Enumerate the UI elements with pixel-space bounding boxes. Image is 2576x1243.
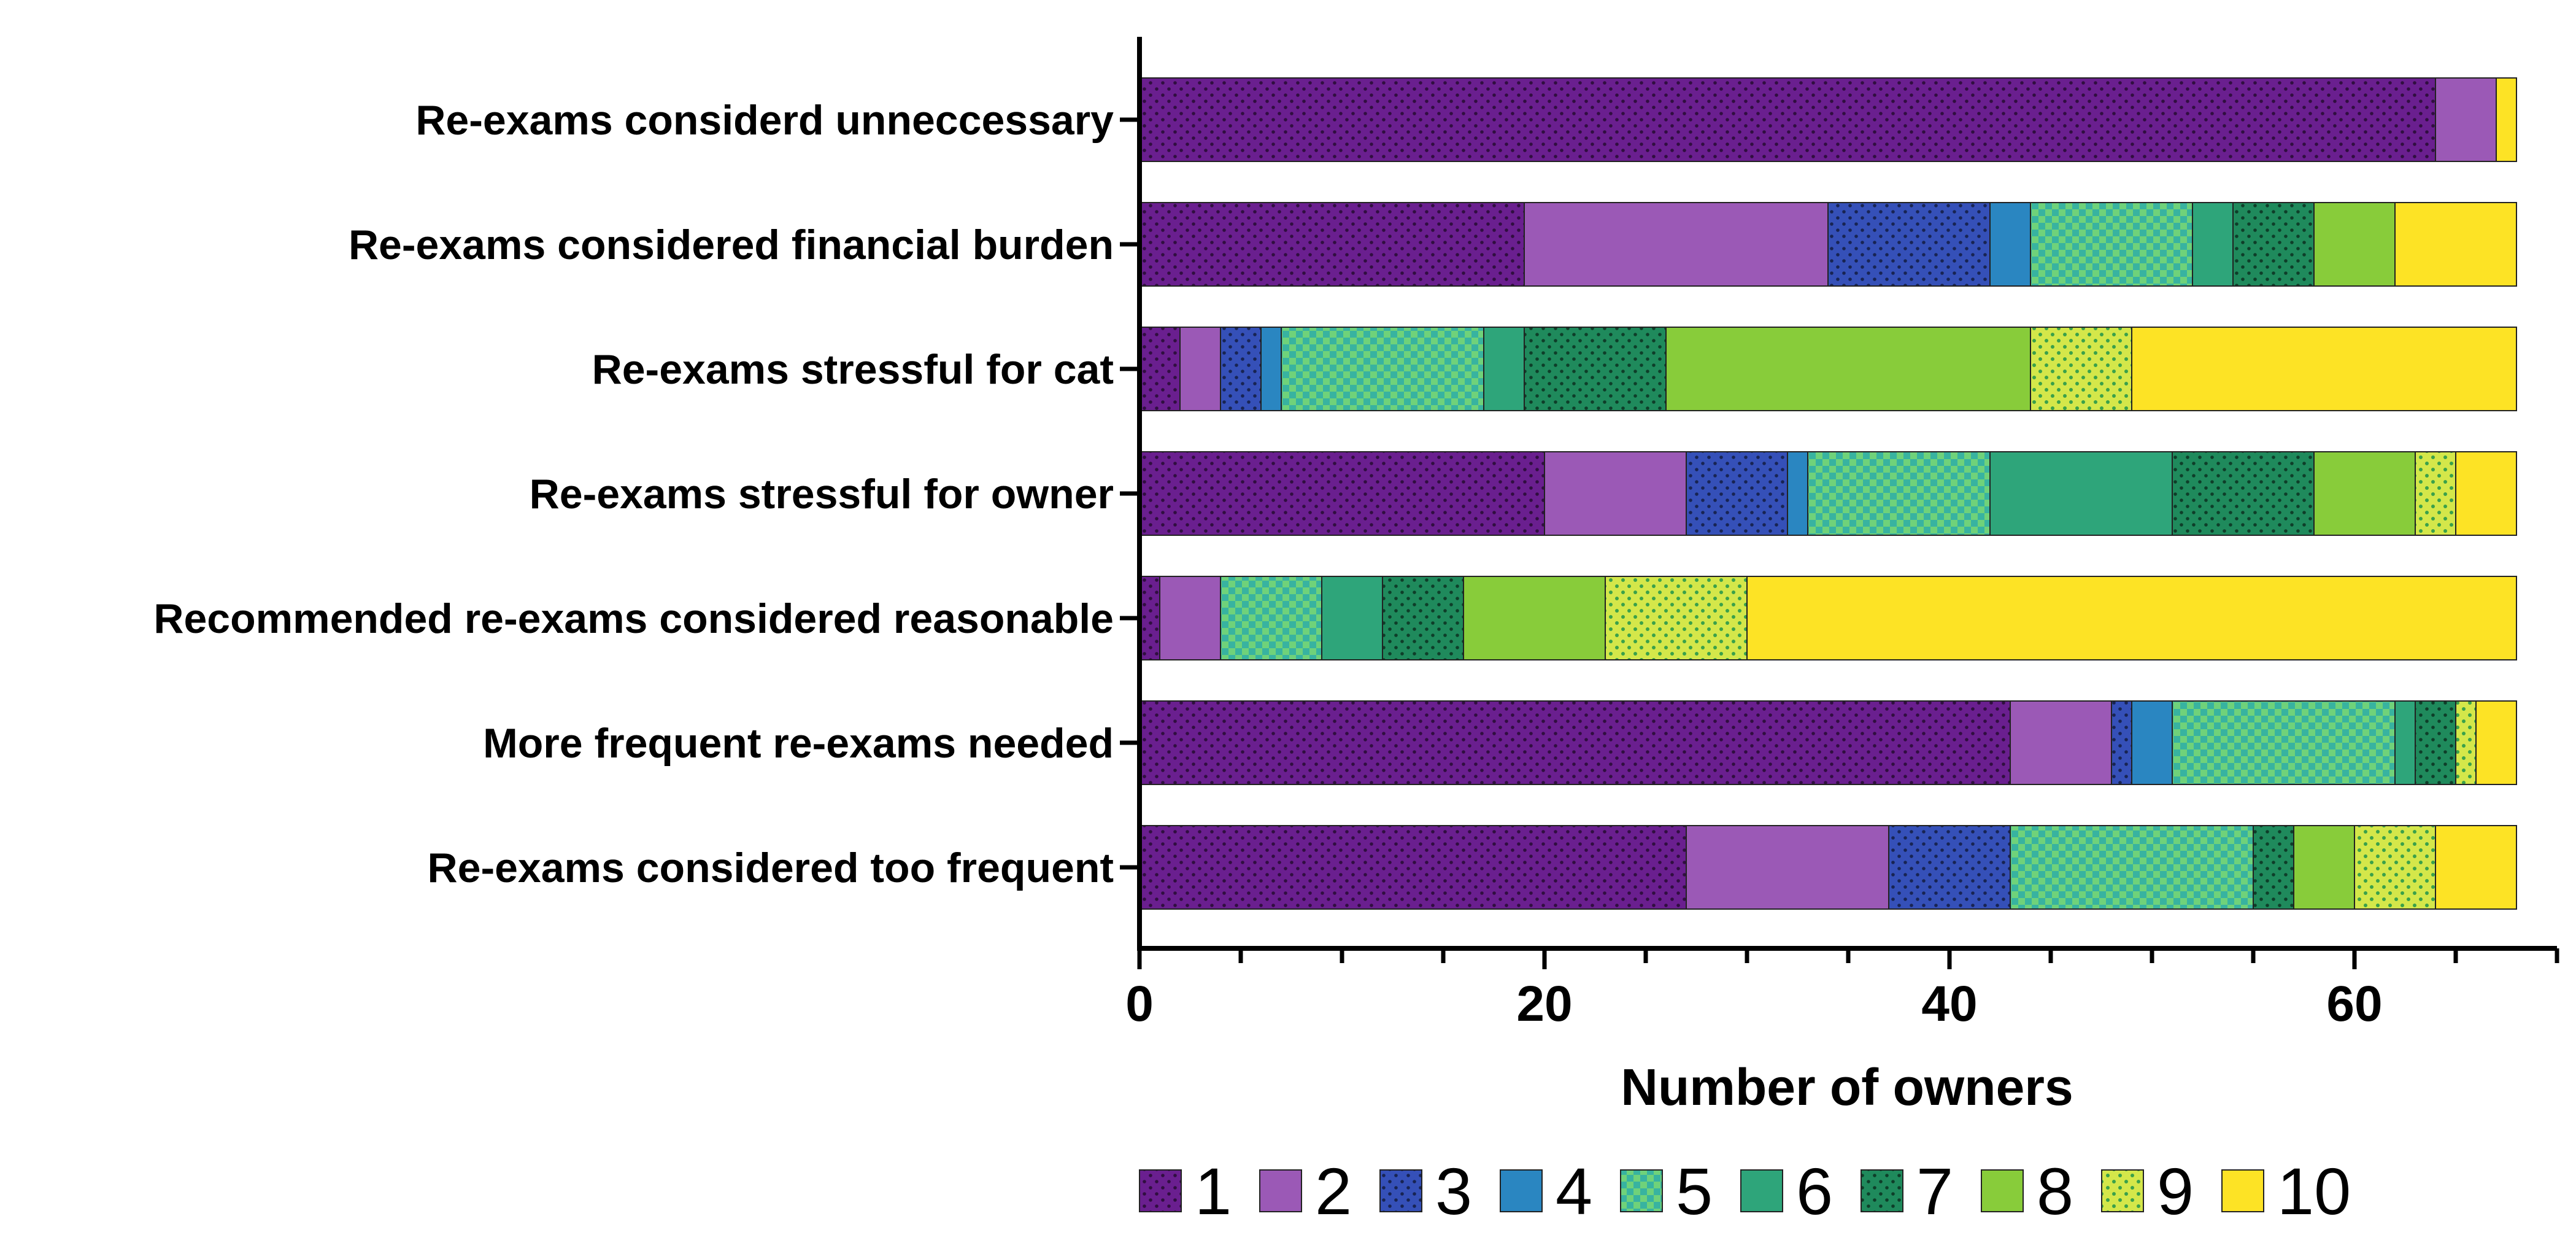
- bar-re-exams-considerd-unneccessary-series-2: [2435, 77, 2497, 162]
- category-label-re-exams-stressful-for-cat: Re-exams stressful for cat: [592, 346, 1114, 393]
- category-label-recommended-re-exams-considered-reasonable: Recommended re-exams considered reasonab…: [153, 595, 1114, 642]
- category-label-re-exams-considered-too-frequent: Re-exams considered too frequent: [428, 845, 1114, 891]
- bar-pattern-re-exams-stressful-for-cat-series-5: [1281, 327, 1484, 411]
- bar-re-exams-stressful-for-owner-series-6: [1989, 451, 2173, 536]
- bar-re-exams-stressful-for-owner-series-2: [1544, 451, 1687, 536]
- bar-pattern-more-frequent-re-exams-needed-series-7: [2415, 700, 2456, 785]
- bar-pattern-re-exams-stressful-for-cat-series-3: [1220, 327, 1262, 411]
- x-axis: 0 20 40 60: [1120, 37, 2559, 1032]
- bar-pattern-more-frequent-re-exams-needed-series-9: [2455, 700, 2477, 785]
- legend-label-2: 2: [1315, 1154, 1352, 1228]
- legend-label-10: 10: [2277, 1154, 2351, 1228]
- legend-swatch-pattern-9: [2101, 1169, 2144, 1212]
- legend-label-5: 5: [1676, 1154, 1713, 1228]
- bar-pattern-re-exams-stressful-for-owner-series-5: [1807, 451, 1991, 536]
- bar-re-exams-stressful-for-owner-series-10: [2455, 451, 2517, 536]
- bar-recommended-re-exams-considered-reasonable-series-6: [1321, 576, 1383, 660]
- legend-swatch-pattern-7: [1861, 1169, 1903, 1212]
- bar-re-exams-considered-too-frequent-series-10: [2435, 825, 2517, 910]
- bar-re-exams-stressful-for-cat-series-2: [1179, 327, 1221, 411]
- legend-swatch-pattern-3: [1379, 1169, 1422, 1212]
- bar-pattern-more-frequent-re-exams-needed-series-1: [1139, 700, 2011, 785]
- bar-re-exams-stressful-for-cat-series-6: [1483, 327, 1525, 411]
- legend-swatch-8: [1981, 1169, 2024, 1212]
- x-tick-label-20: 20: [1516, 976, 1572, 1032]
- legend-label-3: 3: [1435, 1154, 1472, 1228]
- bar-pattern-re-exams-stressful-for-owner-series-9: [2415, 451, 2456, 536]
- bar-pattern-recommended-re-exams-considered-reasonable-series-9: [1605, 576, 1748, 660]
- bar-re-exams-stressful-for-cat-series-10: [2131, 327, 2517, 411]
- bar-pattern-re-exams-considered-financial-burden-series-1: [1139, 202, 1525, 287]
- category-label-more-frequent-re-exams-needed: More frequent re-exams needed: [483, 720, 1114, 767]
- x-tick-label-60: 60: [2326, 976, 2382, 1032]
- bar-more-frequent-re-exams-needed-series-4: [2131, 700, 2173, 785]
- bar-re-exams-considered-too-frequent-series-8: [2293, 825, 2355, 910]
- bars-layer: [1139, 77, 2517, 910]
- bar-pattern-re-exams-stressful-for-cat-series-7: [1524, 327, 1667, 411]
- bar-pattern-re-exams-considered-financial-burden-series-7: [2232, 202, 2315, 287]
- legend-label-4: 4: [1556, 1154, 1592, 1228]
- bar-recommended-re-exams-considered-reasonable-series-8: [1463, 576, 1606, 660]
- bar-re-exams-considerd-unneccessary-series-10: [2496, 77, 2517, 162]
- bar-pattern-re-exams-considered-too-frequent-series-9: [2354, 825, 2436, 910]
- legend: 1 2 3 4 5 6 7 8 9 10: [1139, 1154, 2351, 1228]
- bar-pattern-re-exams-considered-too-frequent-series-3: [1888, 825, 2011, 910]
- bar-re-exams-considered-financial-burden-series-2: [1524, 202, 1829, 287]
- bar-more-frequent-re-exams-needed-series-6: [2394, 700, 2416, 785]
- category-label-re-exams-considered-financial-burden: Re-exams considered financial burden: [349, 222, 1114, 268]
- bar-pattern-re-exams-considered-financial-burden-series-3: [1827, 202, 1991, 287]
- legend-label-7: 7: [1916, 1154, 1953, 1228]
- bar-more-frequent-re-exams-needed-series-2: [2010, 700, 2112, 785]
- legend-swatch-pattern-5: [1620, 1169, 1663, 1212]
- bar-pattern-re-exams-considered-too-frequent-series-5: [2010, 825, 2254, 910]
- legend-label-9: 9: [2157, 1154, 2194, 1228]
- bar-re-exams-stressful-for-cat-series-8: [1665, 327, 2031, 411]
- category-label-re-exams-considerd-unneccessary: Re-exams considerd unneccessary: [415, 97, 1114, 144]
- bar-recommended-re-exams-considered-reasonable-series-10: [1746, 576, 2517, 660]
- bar-more-frequent-re-exams-needed-series-10: [2475, 700, 2517, 785]
- bar-pattern-re-exams-stressful-for-cat-series-1: [1139, 327, 1181, 411]
- legend-swatch-6: [1740, 1169, 1783, 1212]
- bar-pattern-more-frequent-re-exams-needed-series-5: [2172, 700, 2396, 785]
- bar-re-exams-considered-financial-burden-series-4: [1989, 202, 2031, 287]
- bar-pattern-recommended-re-exams-considered-reasonable-series-5: [1220, 576, 1322, 660]
- category-label-re-exams-stressful-for-owner: Re-exams stressful for owner: [530, 471, 1114, 517]
- legend-swatch-4: [1500, 1169, 1543, 1212]
- bar-pattern-recommended-re-exams-considered-reasonable-series-7: [1382, 576, 1464, 660]
- bar-pattern-more-frequent-re-exams-needed-series-3: [2111, 700, 2132, 785]
- bar-re-exams-stressful-for-owner-series-8: [2313, 451, 2416, 536]
- bar-pattern-re-exams-considered-too-frequent-series-1: [1139, 825, 1687, 910]
- bar-re-exams-stressful-for-owner-series-4: [1787, 451, 1808, 536]
- legend-swatch-10: [2221, 1169, 2264, 1212]
- bar-pattern-re-exams-stressful-for-owner-series-7: [2172, 451, 2315, 536]
- bar-pattern-re-exams-considered-too-frequent-series-7: [2253, 825, 2294, 910]
- category-labels: Re-exams considerd unneccessary Re-exams …: [153, 97, 1114, 891]
- bar-pattern-recommended-re-exams-considered-reasonable-series-1: [1139, 576, 1160, 660]
- bar-pattern-re-exams-considerd-unneccessary-series-1: [1139, 77, 2436, 162]
- bar-re-exams-considered-financial-burden-series-8: [2313, 202, 2396, 287]
- bar-re-exams-considered-financial-burden-series-10: [2394, 202, 2517, 287]
- bar-re-exams-stressful-for-cat-series-4: [1260, 327, 1282, 411]
- legend-label-6: 6: [1796, 1154, 1833, 1228]
- legend-label-1: 1: [1195, 1154, 1232, 1228]
- bar-pattern-re-exams-stressful-for-owner-series-1: [1139, 451, 1545, 536]
- bar-pattern-re-exams-stressful-for-owner-series-3: [1686, 451, 1788, 536]
- x-tick-label-40: 40: [1921, 976, 1977, 1032]
- x-tick-label-0: 0: [1125, 976, 1154, 1032]
- bar-pattern-re-exams-stressful-for-cat-series-9: [2030, 327, 2132, 411]
- bar-re-exams-considered-too-frequent-series-2: [1686, 825, 1889, 910]
- legend-swatch-pattern-1: [1139, 1169, 1182, 1212]
- legend-label-8: 8: [2037, 1154, 2073, 1228]
- x-axis-title: Number of owners: [1621, 1058, 2073, 1116]
- bar-re-exams-considered-financial-burden-series-6: [2192, 202, 2234, 287]
- legend-swatch-2: [1259, 1169, 1302, 1212]
- bar-recommended-re-exams-considered-reasonable-series-2: [1159, 576, 1221, 660]
- bar-pattern-re-exams-considered-financial-burden-series-5: [2030, 202, 2193, 287]
